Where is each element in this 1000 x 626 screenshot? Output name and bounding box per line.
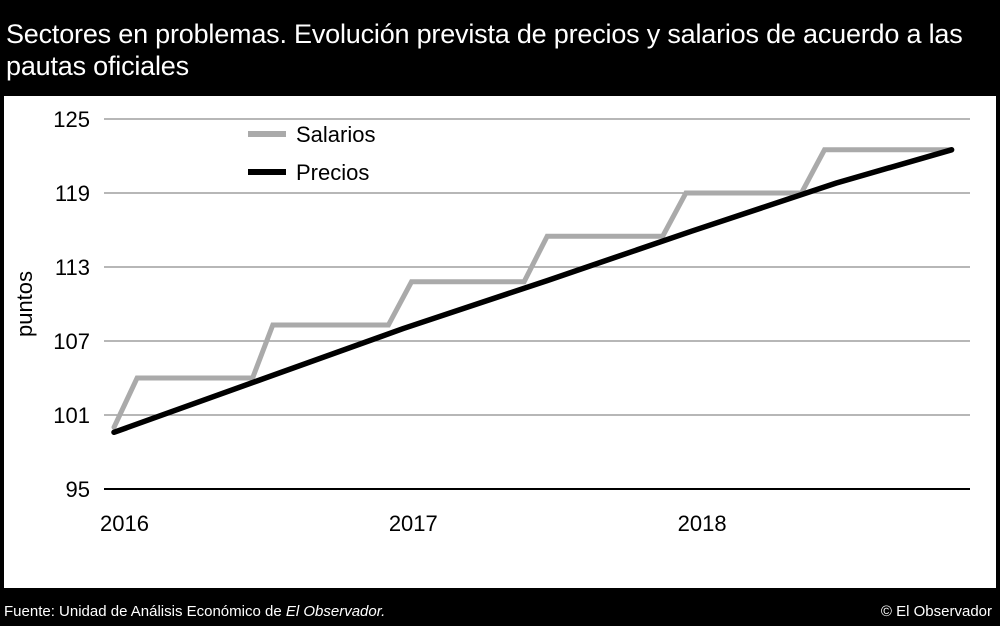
source-note: Fuente: Unidad de Análisis Económico de … <box>4 602 385 622</box>
plot-panel: 95 101 107 113 119 125 2016 2017 2018 puntos Sala… <box>4 96 996 588</box>
line-chart: 95 101 107 113 119 125 2016 2017 2018 puntos Sala… <box>12 107 970 536</box>
source-outlet: El Observador. <box>285 603 386 620</box>
x-tick-label: 2017 <box>389 511 438 536</box>
y-tick-label: 125 <box>53 107 90 132</box>
series-layer <box>111 147 955 436</box>
axis-layer: 95 101 107 113 119 125 2016 2017 2018 puntos <box>12 107 727 536</box>
y-axis-label: puntos <box>12 271 37 337</box>
y-tick-label: 95 <box>66 477 90 502</box>
y-tick-label: 107 <box>53 329 90 354</box>
chart-title: Sectores en problemas. Evolución previst… <box>6 19 963 81</box>
x-tick-label: 2018 <box>678 511 727 536</box>
grid-layer <box>104 118 970 490</box>
source-prefix: Fuente: Unidad de Análisis Económico de <box>4 603 286 620</box>
legend-label-salarios: Salarios <box>296 122 375 147</box>
y-tick-label: 101 <box>53 403 90 428</box>
legend: Salarios Precios <box>248 122 375 185</box>
credit-note: © El Observador <box>880 603 992 620</box>
x-tick-label: 2016 <box>100 511 149 536</box>
y-tick-label: 113 <box>55 255 90 280</box>
y-tick-label: 119 <box>55 181 90 206</box>
legend-label-precios: Precios <box>296 160 369 185</box>
series-line-precios <box>111 147 955 436</box>
